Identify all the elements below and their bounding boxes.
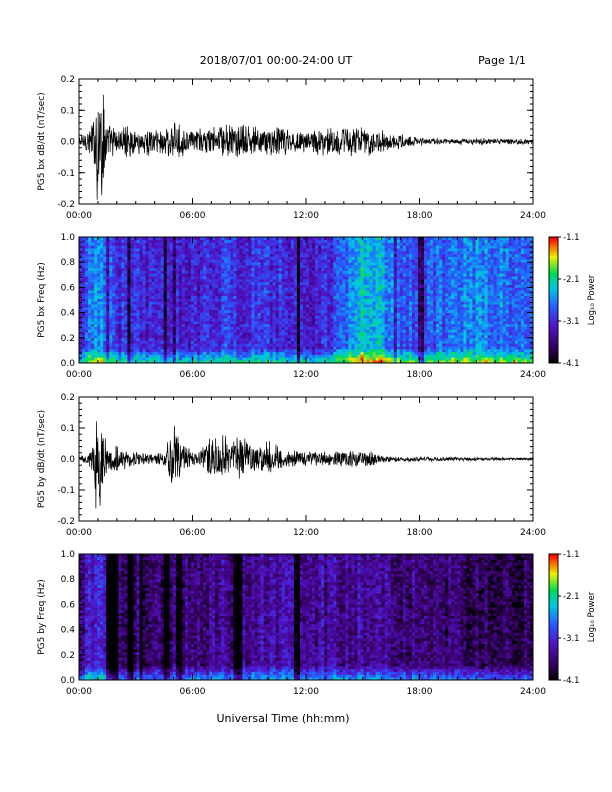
x-tick-label: 18:00 (407, 528, 433, 538)
x-tick-label: 24:00 (520, 370, 546, 380)
x-tick-label: 00:00 (66, 211, 92, 221)
x-tick-label: 24:00 (520, 687, 546, 697)
x-tick-label: 24:00 (520, 211, 546, 221)
y-axis-label: PG5 by Freq (Hz) (37, 579, 47, 655)
colorbar-tick-label: -3.1 (563, 317, 580, 327)
x-tick-label: 00:00 (66, 370, 92, 380)
y-tick-label: 0.1 (61, 106, 75, 116)
x-tick-label: 12:00 (293, 687, 319, 697)
bx-waveform-panel: 00:00 06:00 12:00 18:00 24:00 -0.2 -0.1 0.0 0.1 0… (37, 75, 546, 221)
x-tick-label: 18:00 (407, 211, 433, 221)
y-tick-label: -0.2 (57, 517, 75, 527)
colorbar-tick-label: -1.1 (563, 550, 580, 560)
y-tick-label: 0.0 (61, 455, 76, 465)
y-tick-label: 0.2 (61, 334, 75, 344)
x-tick-label: 18:00 (407, 370, 433, 380)
page-number: Page 1/1 (478, 54, 526, 67)
x-tick-label: 06:00 (180, 528, 206, 538)
page-title: 2018/07/01 00:00-24:00 UT (200, 54, 353, 67)
colorbar-tick-label: -1.1 (563, 233, 580, 243)
x-tick-label: 00:00 (66, 528, 92, 538)
y-tick-label: 1.0 (61, 550, 76, 560)
y-tick-label: 0.6 (61, 283, 76, 293)
x-tick-label: 06:00 (180, 370, 206, 380)
colorbar-label: Log₁₀ Power (587, 274, 597, 325)
y-tick-label: 0.2 (61, 393, 75, 403)
time-axis-label: Universal Time (hh:mm) (217, 712, 350, 725)
spectrogram-cells (79, 554, 534, 681)
y-tick-label: 0.4 (61, 626, 76, 636)
by-waveform-panel: 00:00 06:00 12:00 18:00 24:00 -0.2 -0.1 0.0 0.1 0… (37, 393, 546, 538)
y-tick-label: 0.0 (61, 676, 76, 686)
y-tick-label: 0.4 (61, 309, 76, 319)
y-tick-label: -0.1 (57, 486, 75, 496)
x-tick-label: 24:00 (520, 528, 546, 538)
colorbar (549, 554, 558, 681)
x-tick-label: 06:00 (180, 687, 206, 697)
spectrogram-cells (79, 237, 534, 364)
y-axis-label: PG5 by dB/dt (nT/sec) (37, 410, 47, 508)
x-tick-label: 12:00 (293, 528, 319, 538)
y-axis-label: PG5 bx dB/dt (nT/sec) (37, 92, 47, 190)
y-tick-label: 0.2 (61, 651, 75, 661)
waveform-trace (79, 94, 533, 200)
x-tick-label: 00:00 (66, 687, 92, 697)
y-tick-label: 1.0 (61, 233, 76, 243)
y-tick-label: -0.1 (57, 169, 75, 179)
colorbar-tick-label: -3.1 (563, 634, 580, 644)
colorbar-frame (548, 236, 559, 364)
y-tick-label: 0.0 (61, 359, 76, 369)
colorbar-tick-label: -4.1 (563, 359, 580, 369)
waveform-trace (79, 421, 533, 509)
y-tick-label: 0.8 (61, 258, 76, 268)
colorbar-label: Log₁₀ Power (587, 591, 597, 642)
colorbar-tick-label: -4.1 (563, 676, 580, 686)
x-tick-label: 12:00 (293, 370, 319, 380)
colorbar-tick-label: -2.1 (563, 592, 580, 602)
x-tick-label: 06:00 (180, 211, 206, 221)
y-tick-label: -0.2 (57, 200, 75, 210)
x-tick-label: 18:00 (407, 687, 433, 697)
y-axis-label: PG5 bx Freq (Hz) (37, 262, 47, 338)
y-tick-label: 0.6 (61, 600, 76, 610)
x-tick-label: 12:00 (293, 211, 319, 221)
colorbar-frame (548, 553, 559, 681)
y-tick-label: 0.8 (61, 575, 76, 585)
colorbar (549, 237, 558, 364)
y-tick-label: 0.1 (61, 424, 75, 434)
y-tick-label: 0.0 (61, 138, 76, 148)
by-spectrogram-panel: 00:00 06:00 12:00 18:00 24:00 0.0 0.2 0.4 0.6 0.8… (37, 550, 597, 697)
y-tick-label: 0.2 (61, 75, 75, 85)
bx-spectrogram-panel: 00:00 06:00 12:00 18:00 24:00 0.0 0.2 0.4 0.6 0.8… (37, 233, 597, 380)
colorbar-tick-label: -2.1 (563, 275, 580, 285)
